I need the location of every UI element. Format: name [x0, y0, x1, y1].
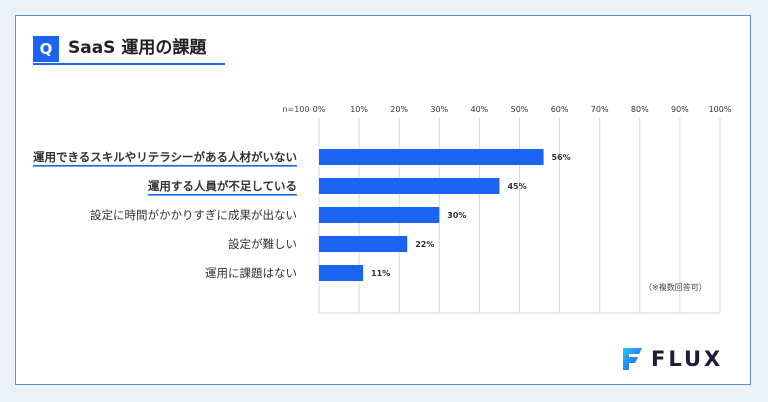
data-label: 11% — [371, 269, 390, 278]
data-label: 30% — [447, 211, 466, 220]
data-label: 45% — [507, 182, 526, 191]
category-label: 運用できるスキルやリテラシーがある人材がいない — [33, 150, 297, 164]
category-label: 運用する人員が不足している — [148, 179, 297, 193]
x-tick-label: 80% — [631, 105, 649, 114]
category-underline — [147, 194, 297, 196]
chart-card — [15, 15, 751, 385]
bar — [319, 207, 440, 223]
multiple-answer-note: （※複数回答可） — [644, 283, 707, 292]
x-tick-label: 20% — [390, 105, 408, 114]
data-label: 56% — [552, 153, 571, 162]
flux-logo-icon — [623, 348, 642, 370]
bar — [319, 149, 544, 165]
category-underline — [32, 165, 297, 167]
bar — [319, 265, 364, 281]
bar — [319, 178, 500, 194]
x-tick-label: 10% — [350, 105, 368, 114]
bar-layer — [319, 149, 544, 281]
question-badge: Q — [33, 36, 59, 62]
category-label: 設定が難しい — [228, 237, 297, 251]
x-tick-label: 60% — [551, 105, 569, 114]
category-label: 運用に課題はない — [205, 266, 297, 280]
category-label: 設定に時間がかかりすぎに成果が出ない — [90, 208, 297, 222]
x-tick-label: 50% — [511, 105, 529, 114]
x-tick-label: 70% — [591, 105, 609, 114]
sample-size-label: n=100 — [282, 105, 309, 114]
title-underline — [33, 63, 225, 65]
label-layer: n=100 0% 10% 20% 30% 40% 50% 60% 70% 80% 90% 100% 56… — [32, 105, 732, 280]
x-tick-label: 0% — [313, 105, 326, 114]
bar — [319, 236, 408, 252]
x-tick-label: 100% — [709, 105, 732, 114]
brand-name: FLUX — [651, 347, 724, 371]
x-tick-label: 90% — [671, 105, 689, 114]
brand-logo: FLUX — [620, 346, 723, 372]
x-tick-label: 40% — [471, 105, 489, 114]
data-label: 22% — [415, 240, 434, 249]
x-tick-label: 30% — [430, 105, 448, 114]
page-title: SaaS 運用の課題 — [68, 38, 207, 58]
